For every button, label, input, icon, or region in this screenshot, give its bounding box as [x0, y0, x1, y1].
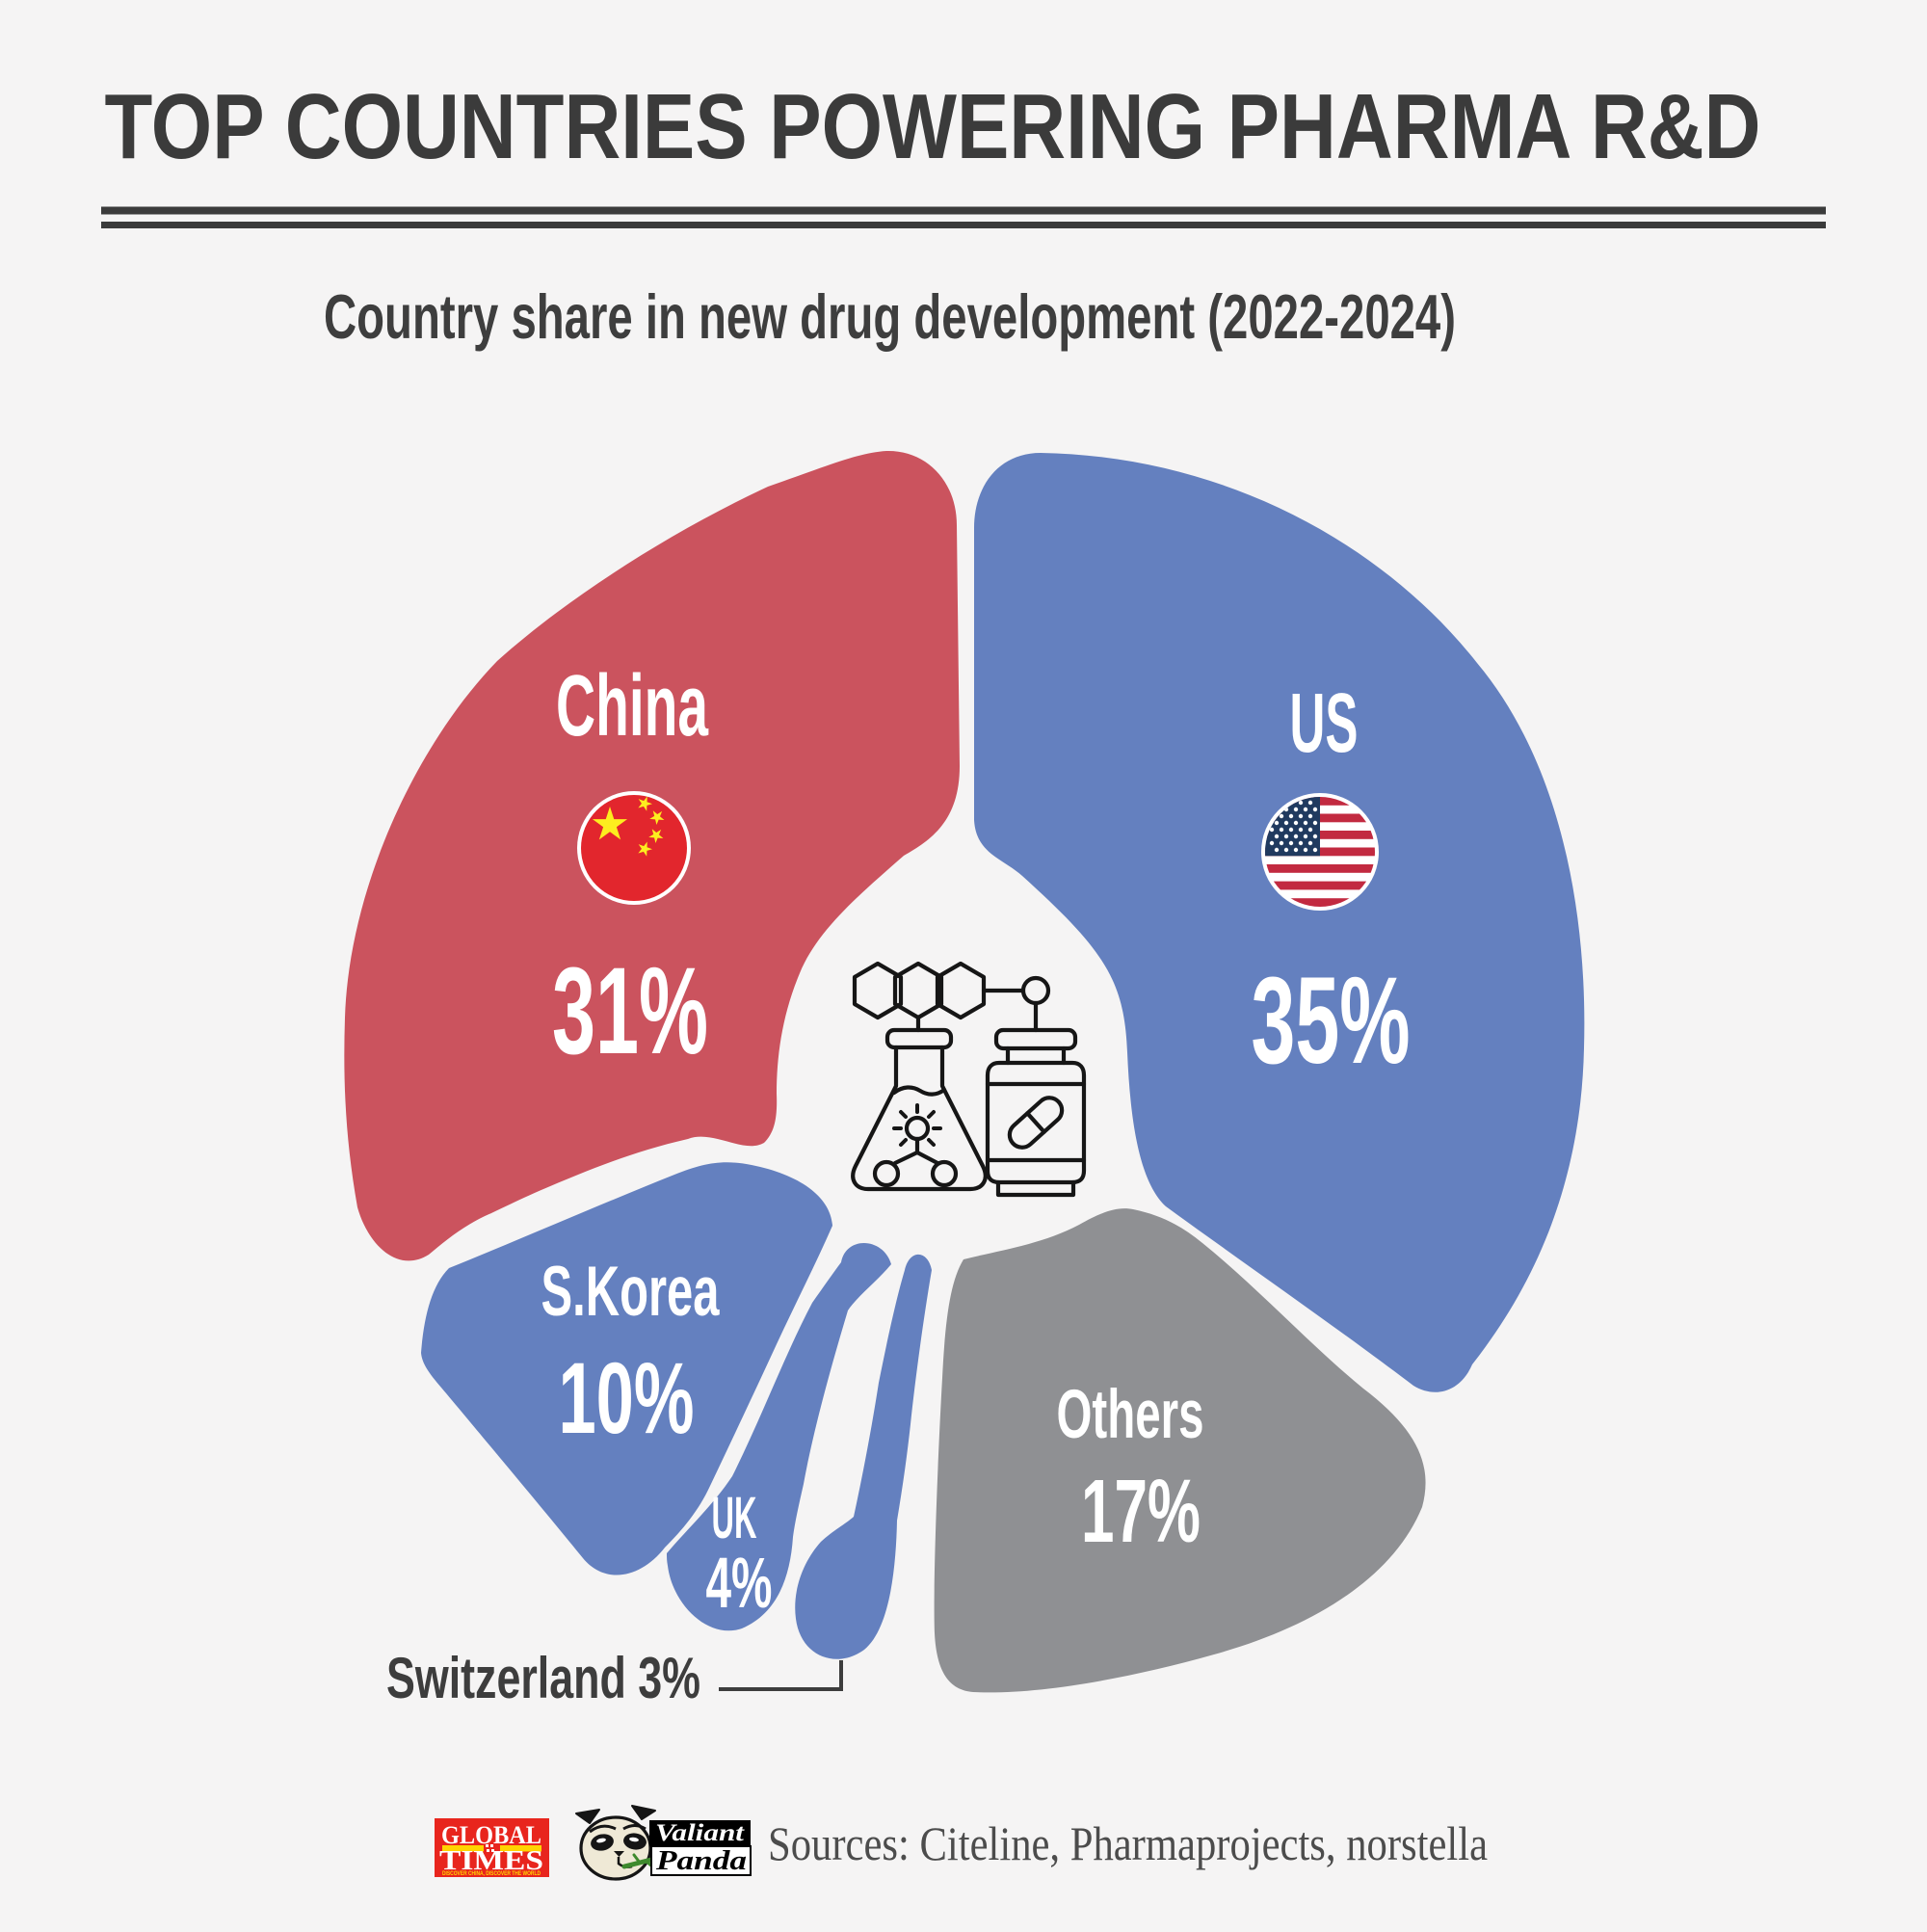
svg-text:Valiant: Valiant [655, 1820, 745, 1846]
svg-text:S.Korea: S.Korea [541, 1253, 721, 1331]
svg-text:Others: Others [1057, 1377, 1204, 1453]
svg-text:China: China [556, 658, 709, 754]
svg-text:Country share in new drug deve: Country share in new drug development (2… [324, 281, 1456, 352]
svg-text:31%: 31% [552, 942, 708, 1080]
svg-text:UK: UK [712, 1485, 757, 1550]
svg-text:US: US [1290, 676, 1359, 770]
svg-text:4%: 4% [706, 1543, 773, 1623]
svg-text:Panda: Panda [655, 1846, 747, 1876]
svg-text:TIMES: TIMES [439, 1845, 543, 1876]
svg-text:Switzerland 3%: Switzerland 3% [386, 1646, 700, 1710]
svg-text:TOP COUNTRIES POWERING PHARMA: TOP COUNTRIES POWERING PHARMA R&D [105, 75, 1761, 178]
svg-text:17%: 17% [1081, 1461, 1201, 1561]
svg-text:DISCOVER CHINA, DISCOVER THE W: DISCOVER CHINA, DISCOVER THE WORLD [442, 1870, 541, 1877]
svg-text:Sources: Citeline, Pharmaproje: Sources: Citeline, Pharmaprojects, norst… [768, 1816, 1488, 1870]
svg-text:10%: 10% [559, 1342, 695, 1455]
svg-text:35%: 35% [1252, 952, 1411, 1090]
